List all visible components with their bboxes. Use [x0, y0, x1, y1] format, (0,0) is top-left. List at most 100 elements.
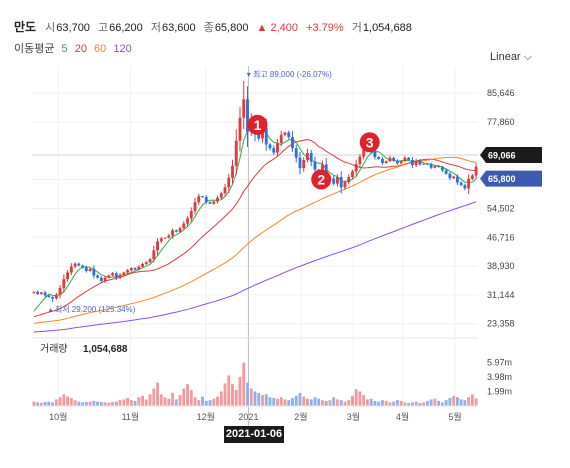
volume-value: 1,054,688: [83, 344, 128, 355]
candle-body: [448, 173, 452, 179]
volume-bar: [283, 399, 287, 406]
volume-bar: [66, 396, 70, 406]
candle-body: [309, 152, 313, 162]
volume-bar: [238, 376, 242, 406]
candle-body: [470, 175, 474, 179]
change-value: ▲ 2,400: [256, 22, 299, 34]
volume-bar: [384, 400, 388, 406]
volume-bar: [433, 398, 437, 406]
volume-bar: [437, 400, 441, 406]
candle-body: [388, 157, 392, 162]
volume-bar: [313, 397, 317, 406]
volume-bar: [324, 400, 328, 406]
volume-bar: [126, 397, 129, 406]
volume-bar: [156, 382, 159, 406]
volume-bar: [114, 401, 118, 406]
volume-bar: [103, 402, 107, 406]
volume-bar: [141, 395, 144, 406]
candle-body: [231, 165, 234, 178]
candle-body: [463, 185, 467, 189]
volume-tick-label: 5.97m: [487, 358, 512, 368]
volume-bar: [39, 402, 43, 406]
ma20-line: [33, 138, 477, 318]
candle-body: [433, 165, 437, 168]
y-tick-label: 23,358: [487, 319, 515, 329]
low-label: 저: [150, 22, 161, 34]
candle-body: [287, 132, 291, 138]
candle-body: [118, 274, 122, 278]
volume-bar: [287, 400, 291, 406]
volume-bar: [249, 388, 253, 406]
volume-bar: [343, 401, 347, 406]
candle-body: [51, 296, 55, 299]
volume-bar: [358, 391, 362, 406]
candle-body: [133, 268, 137, 270]
candle-body: [148, 259, 152, 263]
x-tick-label: 12월: [197, 411, 215, 422]
volume-bar: [351, 395, 354, 406]
close-label: 종: [203, 22, 214, 34]
volume-bar: [452, 395, 456, 406]
candle-body: [129, 268, 133, 271]
candle-body: [257, 134, 261, 139]
volume-bar: [294, 395, 298, 406]
volume-bar: [81, 402, 85, 406]
candle-body: [238, 117, 242, 141]
ma-120: 120: [113, 43, 132, 55]
candle-body: [96, 275, 100, 278]
candle-body: [384, 161, 388, 163]
volume-bar: [159, 394, 163, 406]
volume-bar: [306, 398, 309, 406]
candle-body: [381, 158, 384, 163]
candle-body: [219, 193, 223, 198]
volume-bar: [268, 397, 272, 406]
volume-bar: [407, 403, 411, 406]
volume-bar: [474, 398, 478, 406]
volume-bar: [448, 397, 452, 406]
ma-legend[interactable]: 이동평균 5 20 60 120: [14, 40, 136, 56]
candle-body: [399, 161, 403, 164]
candle-body: [268, 144, 272, 149]
candle-body: [208, 202, 212, 204]
x-tick-label: 2월: [294, 411, 307, 422]
marker-3: [359, 132, 380, 153]
volume-bar: [279, 397, 283, 406]
price-tag-label: 69,066: [488, 151, 516, 161]
candle-body: [343, 182, 347, 188]
volume-value: 1,054,688: [362, 22, 412, 34]
candle-body: [272, 148, 276, 153]
candle-body: [141, 263, 144, 267]
scale-dropdown[interactable]: Linear ⌵: [490, 51, 532, 63]
volume-bar: [429, 399, 433, 406]
candle-body: [418, 160, 422, 165]
volume-bar: [111, 401, 115, 406]
y-tick-label: 85,646: [487, 88, 515, 98]
volume-bar: [171, 392, 174, 406]
candle-body: [58, 288, 62, 295]
volume-bar: [174, 399, 178, 406]
volume-title: 거래량: [40, 343, 68, 355]
candle-body: [144, 262, 148, 264]
x-tick-label: 3월: [347, 411, 360, 422]
volume-bar: [354, 389, 358, 406]
volume-bar: [264, 394, 268, 406]
candle-body: [137, 266, 141, 270]
volume-bar: [204, 400, 208, 406]
candle-body: [362, 149, 366, 157]
candle-body: [32, 291, 36, 293]
candle-body: [246, 99, 249, 132]
candle-body: [212, 201, 216, 204]
volume-bar: [219, 391, 223, 406]
candle-body: [422, 163, 426, 165]
candle-body: [216, 197, 219, 202]
candle-body: [171, 230, 174, 236]
volume-bar: [257, 392, 261, 406]
candle-body: [298, 157, 302, 169]
candle-body: [114, 273, 118, 278]
volume-bar: [77, 401, 81, 406]
volume-bar: [253, 391, 257, 406]
volume-bar: [425, 400, 429, 406]
volume-bar: [99, 401, 103, 406]
volume-bar: [463, 400, 467, 406]
